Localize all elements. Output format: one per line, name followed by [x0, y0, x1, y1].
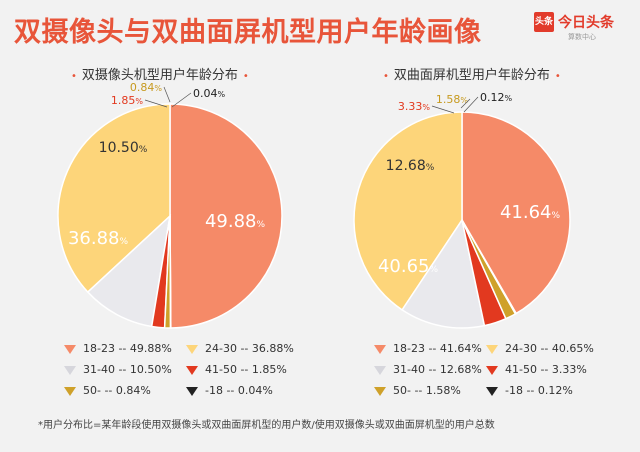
pie-slice--18: [461, 219, 518, 315]
pie-slice-31-40: [86, 213, 172, 328]
legend-label: 31-40 -- 10.50%: [83, 363, 172, 376]
legend-marker-icon: [186, 386, 198, 396]
pie-label-18-23: 41.64%: [500, 202, 561, 223]
pie-label-24-30: 40.65%: [378, 256, 439, 277]
pie-leader-41-50: [144, 99, 168, 108]
legend-label: 18-23 -- 41.64%: [393, 342, 482, 355]
pie-label--18: 0.12%: [480, 91, 513, 104]
legend-marker-icon: [374, 386, 386, 396]
legend-marker-icon: [374, 344, 386, 354]
bullet-dot: •: [71, 71, 77, 82]
legend-item-18-23: 18-23 -- 49.88%: [64, 342, 172, 355]
legend-item--18: -18 -- 0.12%: [486, 384, 573, 397]
pie-label-41-50: 1.85%: [111, 94, 144, 107]
chart-2-title: • 双曲面屏机型用户年龄分布 •: [378, 64, 566, 83]
legend-marker-icon: [186, 344, 198, 354]
legend-marker-icon: [486, 344, 498, 354]
pie-leader--18: [171, 92, 192, 108]
chart-2-title-text: 双曲面屏机型用户年龄分布: [393, 68, 550, 83]
toutiao-logo: 头条 今日头条 算数中心: [534, 12, 622, 52]
legend-marker-icon: [374, 365, 386, 375]
pie-leader-41-50: [431, 105, 455, 114]
footnote: *用户分布比=某年龄段使用双摄像头或双曲面屏机型的用户数/使用双摄像头或双曲面屏…: [38, 420, 495, 431]
legend-marker-icon: [64, 365, 76, 375]
chart-1-title-text: 双摄像头机型用户年龄分布: [81, 68, 238, 83]
bullet-dot: •: [242, 71, 249, 82]
legend-item-50-: 50- -- 0.84%: [64, 384, 151, 397]
chart-1-title: • 双摄像头机型用户年龄分布 •: [66, 64, 254, 83]
pie-label-41-50: 3.33%: [398, 100, 431, 113]
pie-label-24-30: 36.88%: [68, 228, 129, 249]
pie-leader--18: [463, 96, 479, 113]
pie-label--18: 0.04%: [193, 87, 226, 100]
legend-item-31-40: 31-40 -- 12.68%: [374, 363, 482, 376]
pie-leader-50-: [460, 98, 471, 109]
legend-item--18: -18 -- 0.04%: [186, 384, 273, 397]
pie-slice-31-40: [401, 218, 486, 329]
pie-leader-50-: [163, 86, 171, 103]
legend-label: 41-50 -- 1.85%: [205, 363, 287, 376]
pie-label-18-23: 49.88%: [205, 211, 266, 232]
pie-label-31-40: 12.68%: [386, 158, 435, 174]
legend-item-41-50: 41-50 -- 1.85%: [186, 363, 287, 376]
logo-name: 今日头条: [558, 15, 614, 31]
legend-label: 18-23 -- 49.88%: [83, 342, 172, 355]
legend-label: 24-30 -- 36.88%: [205, 342, 294, 355]
legend-item-24-30: 24-30 -- 40.65%: [486, 342, 594, 355]
bullet-dot: •: [383, 71, 389, 82]
legend-label: 50- -- 1.58%: [393, 384, 461, 397]
legend-marker-icon: [486, 386, 498, 396]
legend-marker-icon: [64, 344, 76, 354]
legend-label: 41-50 -- 3.33%: [505, 363, 587, 376]
legend-label: 24-30 -- 40.65%: [505, 342, 594, 355]
legend-marker-icon: [486, 365, 498, 375]
legend-label: -18 -- 0.12%: [505, 384, 573, 397]
legend-item-41-50: 41-50 -- 3.33%: [486, 363, 587, 376]
pie-label-31-40: 10.50%: [99, 140, 148, 156]
pie-label-50-: 1.58%: [436, 93, 469, 106]
legend-item-50-: 50- -- 1.58%: [374, 384, 461, 397]
pie-slice-24-30: [57, 103, 171, 294]
legend-item-24-30: 24-30 -- 36.88%: [186, 342, 294, 355]
legend-label: 31-40 -- 12.68%: [393, 363, 482, 376]
legend-item-31-40: 31-40 -- 10.50%: [64, 363, 172, 376]
page-title: 双摄像头与双曲面屏机型用户年龄画像: [14, 17, 482, 48]
logo-mark: 头条: [534, 12, 554, 32]
pie-slice--18: [169, 215, 172, 329]
logo-subtitle: 算数中心: [568, 33, 596, 41]
legend-label: 50- -- 0.84%: [83, 384, 151, 397]
bullet-dot: •: [554, 71, 561, 82]
legend-marker-icon: [64, 386, 76, 396]
legend-item-18-23: 18-23 -- 41.64%: [374, 342, 482, 355]
pie-label-50-: 0.84%: [130, 81, 163, 94]
pie-slice-18-23: [169, 103, 283, 329]
legend-label: -18 -- 0.04%: [205, 384, 273, 397]
legend-marker-icon: [186, 365, 198, 375]
pie-slice-18-23: [461, 111, 571, 315]
